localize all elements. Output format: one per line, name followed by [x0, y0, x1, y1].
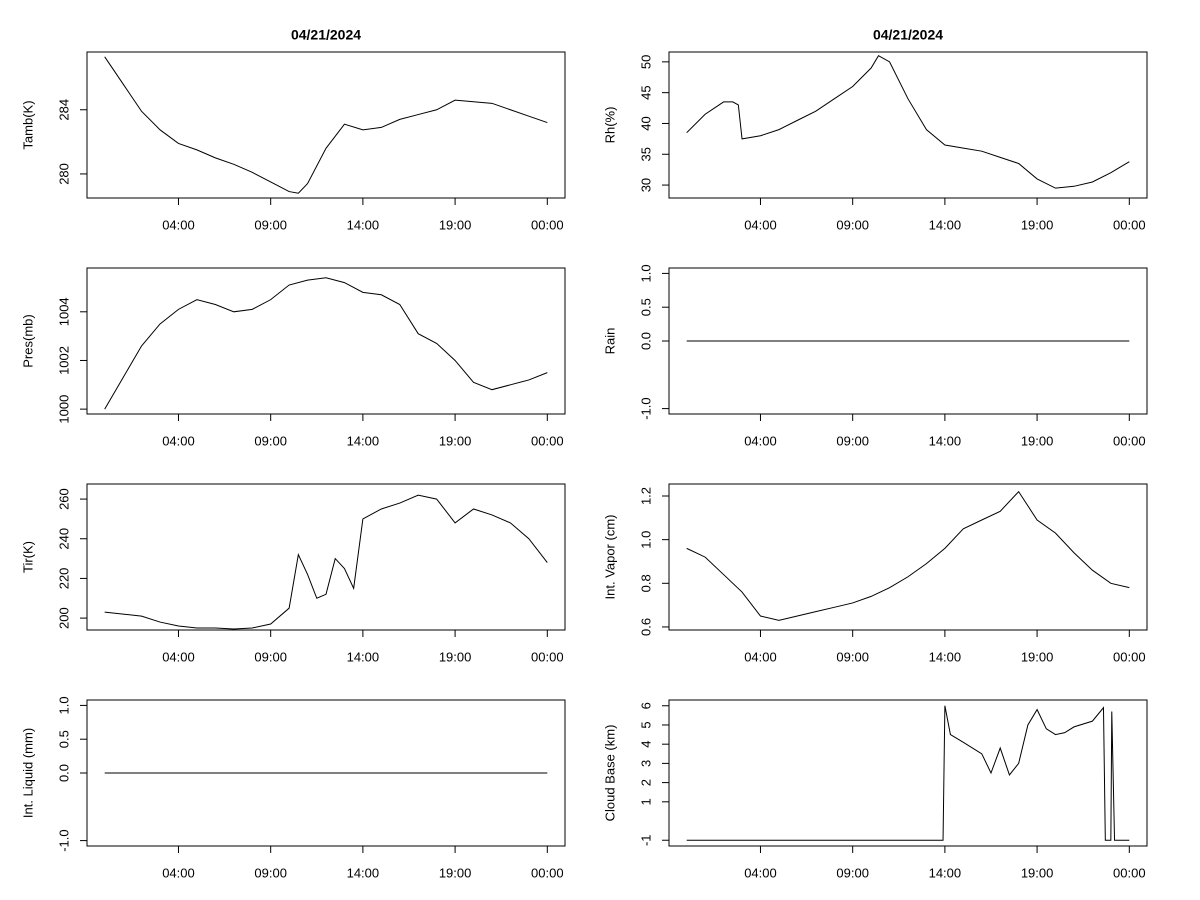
- x-tick-label: 00:00: [531, 865, 564, 880]
- plot-frame: [668, 483, 1148, 631]
- x-tick-label: 19:00: [1021, 865, 1054, 880]
- y-axis-label: Pres(mb): [20, 314, 35, 367]
- x-tick-label: 00:00: [1113, 217, 1146, 232]
- x-tick-label: 19:00: [1021, 217, 1054, 232]
- y-axis-label: Int. Liquid (mm): [20, 728, 35, 818]
- x-tick-label: 00:00: [531, 217, 564, 232]
- y-tick-label: 0.0: [638, 332, 653, 350]
- x-tick-label: 09:00: [836, 865, 869, 880]
- y-tick-label: 0.5: [638, 298, 653, 316]
- chart-title: 04/21/2024: [291, 27, 361, 43]
- y-tick-label: 30: [638, 178, 653, 192]
- y-tick-label: 200: [56, 607, 71, 629]
- x-tick-label: 00:00: [1113, 865, 1146, 880]
- x-tick-label: 14:00: [347, 865, 380, 880]
- plot-frame: [668, 51, 1148, 199]
- chart-title: 04/21/2024: [873, 27, 943, 43]
- x-tick-label: 14:00: [929, 865, 962, 880]
- y-tick-label: 2: [638, 779, 653, 786]
- x-tick-label: 19:00: [439, 865, 472, 880]
- x-tick-label: 00:00: [1113, 649, 1146, 664]
- y-tick-label: 0.8: [638, 574, 653, 592]
- x-tick-label: 14:00: [929, 649, 962, 664]
- y-tick-label: 35: [638, 147, 653, 161]
- x-tick-label: 14:00: [347, 217, 380, 232]
- y-tick-label: 1004: [56, 297, 71, 326]
- y-tick-label: 1.0: [56, 696, 71, 714]
- x-tick-label: 09:00: [836, 217, 869, 232]
- y-tick-label: 4: [638, 741, 653, 748]
- x-tick-label: 19:00: [1021, 649, 1054, 664]
- x-tick-label: 14:00: [347, 433, 380, 448]
- y-tick-label: 0.6: [638, 618, 653, 636]
- x-tick-label: 04:00: [744, 649, 777, 664]
- y-tick-label: 1.0: [638, 264, 653, 282]
- data-line: [686, 705, 1130, 841]
- data-line: [686, 55, 1130, 189]
- y-tick-label: 1.2: [638, 487, 653, 505]
- y-tick-label: -1.0: [638, 397, 653, 419]
- x-tick-label: 00:00: [531, 649, 564, 664]
- y-tick-label: 0.0: [56, 764, 71, 782]
- x-tick-label: 04:00: [162, 649, 195, 664]
- x-tick-label: 09:00: [836, 649, 869, 664]
- y-tick-label: 50: [638, 55, 653, 69]
- plot-frame: [86, 483, 566, 631]
- y-tick-label: 5: [638, 721, 653, 728]
- y-axis-label: Tamb(K): [20, 100, 35, 149]
- y-axis-label: Rh(%): [602, 107, 617, 144]
- plot-frame: [86, 267, 566, 415]
- x-tick-label: 19:00: [439, 649, 472, 664]
- y-axis-label: Int. Vapor (cm): [602, 514, 617, 599]
- x-tick-label: 14:00: [347, 649, 380, 664]
- x-tick-label: 04:00: [162, 865, 195, 880]
- data-line: [104, 277, 548, 410]
- x-tick-label: 09:00: [254, 865, 287, 880]
- x-tick-label: 19:00: [1021, 433, 1054, 448]
- y-tick-label: 3: [638, 760, 653, 767]
- plot-frame: [668, 699, 1148, 847]
- y-tick-label: 1002: [56, 346, 71, 375]
- y-tick-label: 40: [638, 116, 653, 130]
- y-tick-label: 220: [56, 568, 71, 590]
- y-axis-label: Cloud Base (km): [602, 725, 617, 822]
- x-tick-label: 04:00: [162, 217, 195, 232]
- y-tick-label: 1: [638, 798, 653, 805]
- data-line: [104, 494, 548, 630]
- x-tick-label: 04:00: [744, 433, 777, 448]
- y-tick-label: -1.0: [56, 829, 71, 851]
- y-tick-label: 6: [638, 702, 653, 709]
- x-tick-label: 04:00: [162, 433, 195, 448]
- plot-frame: [86, 51, 566, 199]
- x-tick-label: 00:00: [1113, 433, 1146, 448]
- data-line: [104, 56, 548, 194]
- y-tick-label: 0.5: [56, 730, 71, 748]
- x-tick-label: 00:00: [531, 433, 564, 448]
- y-tick-label: 240: [56, 528, 71, 550]
- y-tick-label: 1.0: [638, 531, 653, 549]
- x-tick-label: 19:00: [439, 433, 472, 448]
- y-tick-label: 284: [56, 99, 71, 121]
- y-tick-label: 260: [56, 488, 71, 510]
- y-tick-label: 45: [638, 85, 653, 99]
- x-tick-label: 04:00: [744, 865, 777, 880]
- x-tick-label: 09:00: [254, 649, 287, 664]
- x-tick-label: 04:00: [744, 217, 777, 232]
- x-tick-label: 14:00: [929, 217, 962, 232]
- x-tick-label: 14:00: [929, 433, 962, 448]
- y-tick-label: -1: [638, 834, 653, 846]
- y-tick-label: 280: [56, 163, 71, 185]
- y-tick-label: 1000: [56, 395, 71, 424]
- y-axis-label: Rain: [602, 328, 617, 355]
- x-tick-label: 19:00: [439, 217, 472, 232]
- data-line: [686, 490, 1130, 621]
- x-tick-label: 09:00: [254, 433, 287, 448]
- x-tick-label: 09:00: [254, 217, 287, 232]
- x-tick-label: 09:00: [836, 433, 869, 448]
- y-axis-label: Tir(K): [20, 541, 35, 573]
